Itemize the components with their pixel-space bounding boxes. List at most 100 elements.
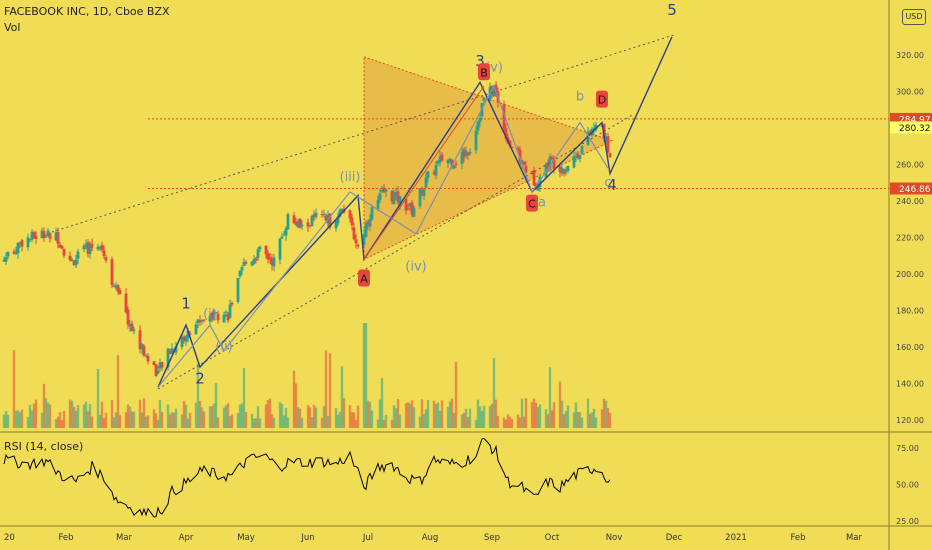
price-tick-3: 180.00 [896, 307, 924, 316]
volume-bar-133 [376, 419, 380, 428]
volume-bar-199 [560, 400, 564, 428]
volume-bar-192 [538, 404, 542, 428]
candle-body-168 [474, 131, 478, 151]
candle-body-71 [200, 320, 204, 322]
time-tick-0: 20 [4, 533, 15, 543]
volume-bar-23 [68, 399, 72, 428]
wave-label-6: (ii) [215, 340, 232, 355]
volume-bar-35 [100, 401, 104, 428]
candle-body-31 [88, 243, 92, 254]
candle-body-119 [336, 216, 340, 224]
volume-bar-90 [254, 418, 258, 428]
candle-body-81 [228, 304, 232, 318]
candle-body-164 [462, 149, 466, 158]
volume-bar-32 [90, 416, 94, 428]
candle-body-67 [188, 333, 192, 335]
volume-bar-209 [588, 413, 592, 428]
candle-body-4 [14, 252, 18, 254]
candle-body-140 [394, 192, 398, 196]
volume-bar-9 [28, 405, 32, 428]
rsi-tick-1: 50.00 [896, 481, 919, 490]
volume-bar-30 [86, 411, 90, 428]
candle-body-126 [354, 239, 358, 244]
volume-bar-167 [468, 408, 472, 428]
rsi-label: RSI (14, close) [4, 440, 84, 453]
volume-bar-162 [454, 361, 458, 428]
price-axis[interactable]: 120.00 140.00 160.00 180.00 200.00 220.00 240.… [888, 0, 932, 550]
volume-bar-67 [188, 412, 192, 428]
candle-body-35 [100, 244, 104, 251]
candle-body-143 [404, 198, 408, 211]
candle-body-77 [216, 313, 220, 321]
volume-bar-187 [524, 398, 528, 428]
candle-body-192 [538, 176, 542, 187]
volume-bar-103 [292, 370, 296, 428]
volume-bar-153 [432, 400, 436, 428]
volume-bar-108 [306, 405, 310, 428]
currency-badge[interactable]: USD [902, 9, 926, 25]
box-label-bg-3 [596, 90, 608, 108]
volume-bar-86 [242, 368, 246, 428]
candle-body-69 [196, 319, 200, 323]
candle-body-63 [180, 337, 184, 348]
volume-bar-143 [404, 403, 408, 428]
volume-bar-134 [378, 399, 382, 428]
candle-body-172 [482, 98, 486, 101]
candle-body-54 [154, 364, 158, 377]
candle-body-147 [412, 207, 416, 217]
candle-body-101 [284, 228, 288, 236]
volume-bar-183 [516, 414, 520, 428]
volume-bar-152 [426, 399, 430, 428]
volume-bar-11 [32, 403, 36, 428]
candle-body-128 [362, 234, 366, 246]
candle-body-70 [198, 320, 202, 323]
volume-bar-56 [158, 399, 162, 428]
volume-bar-14 [42, 383, 46, 428]
price-tick-7: 260.00 [896, 161, 924, 170]
candle-body-79 [224, 311, 228, 313]
volume-bar-41 [116, 355, 120, 428]
volume-bar-13 [40, 412, 44, 428]
candle-body-135 [380, 190, 384, 192]
volume-bar-146 [410, 400, 414, 428]
volume-bar-194 [546, 414, 550, 428]
candle-body-45 [128, 324, 132, 327]
volume-bar-124 [350, 412, 354, 428]
triangle-pattern [363, 56, 614, 261]
volume-bar-5 [16, 410, 20, 428]
volume-bar-137 [384, 414, 388, 428]
candle-body-37 [104, 257, 108, 261]
volume-bar-98 [278, 402, 282, 428]
price-tick-0: 120.00 [896, 416, 924, 425]
volume-bar-165 [464, 408, 468, 428]
volume-bar-8 [26, 417, 30, 428]
candle-body-66 [186, 330, 190, 339]
candle-body-165 [464, 150, 468, 156]
candle-body-151 [424, 177, 428, 188]
time-axis[interactable]: 20 Feb Mar Apr May Jun Jul Aug Sep Oct Nov Dec 2021 F… [0, 525, 932, 543]
volume-bar-176 [494, 399, 498, 428]
candle-body-0 [2, 259, 6, 262]
candle-body-157 [440, 154, 444, 161]
volume-bar-203 [572, 412, 576, 428]
candle-body-107 [300, 224, 304, 227]
volume-bar-120 [338, 411, 342, 428]
candle-body-19 [56, 232, 60, 244]
volume-bar-181 [508, 416, 512, 428]
price-tick-4: 200.00 [896, 270, 924, 279]
volume-bar-37 [104, 412, 108, 428]
candle-body-200 [562, 170, 566, 174]
candle-body-179 [504, 128, 508, 139]
time-tick-12: 2021 [725, 533, 747, 543]
volume-bar-74 [210, 406, 214, 428]
price-tick-10: 320.00 [896, 51, 924, 60]
candle-body-83 [236, 277, 240, 302]
volume-bar-117 [328, 353, 332, 428]
volume-bar-185 [520, 398, 524, 428]
candle-body-65 [184, 336, 188, 342]
volume-bar-189 [532, 398, 536, 428]
candle-body-154 [434, 165, 438, 176]
volume-bar-195 [548, 367, 552, 428]
candle-body-146 [410, 202, 414, 215]
